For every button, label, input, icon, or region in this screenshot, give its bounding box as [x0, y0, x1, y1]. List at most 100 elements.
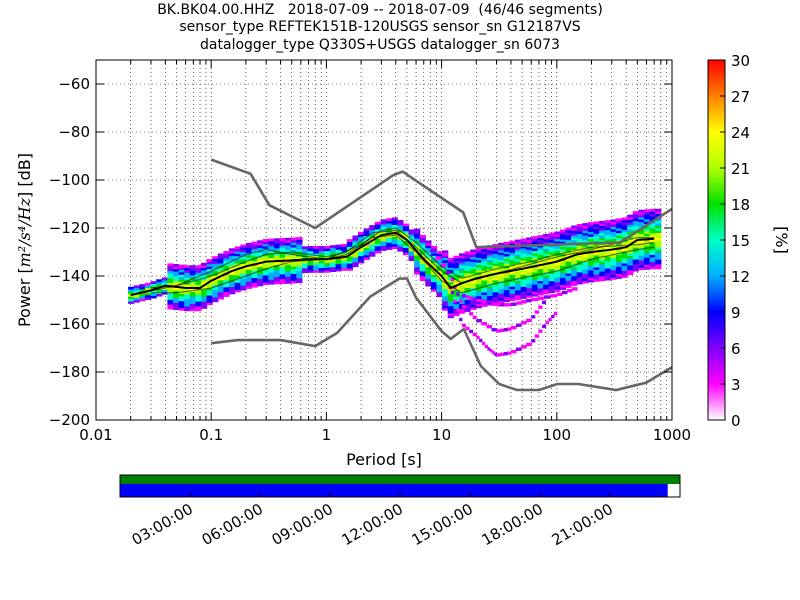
psd-cell [257, 283, 264, 287]
psd-cell [425, 242, 432, 246]
psd-cell [565, 253, 572, 257]
colorbar-tick-label: 30 [731, 52, 750, 70]
psd-cell [363, 245, 370, 248]
psd-cell [223, 279, 230, 283]
psd-cell [436, 275, 443, 278]
psd-cell [537, 271, 544, 274]
psd-cell [520, 240, 527, 244]
psd-cell [128, 296, 135, 300]
psd-outlier-cell [507, 303, 512, 307]
psd-cell [240, 287, 247, 291]
psd-cell [571, 227, 578, 231]
psd-cell [576, 267, 583, 270]
psd-cell [604, 258, 611, 262]
psd-cell [627, 214, 634, 218]
psd-cell [548, 278, 555, 282]
psd-cell [330, 266, 337, 270]
psd-cell [498, 288, 505, 292]
psd-cell [627, 248, 634, 252]
psd-cell [481, 289, 488, 293]
psd-outlier-cell [440, 263, 447, 267]
psd-cell [369, 229, 376, 233]
psd-cell [346, 263, 353, 266]
psd-cell [616, 268, 623, 272]
psd-cell [234, 272, 241, 276]
psd-cell [554, 248, 561, 252]
psd-cell [257, 278, 264, 282]
psd-cell [195, 298, 202, 302]
psd-cell [290, 237, 297, 241]
psd-cell [251, 282, 258, 286]
psd-cell [655, 225, 662, 229]
psd-cell [565, 244, 572, 248]
psd-cell [251, 253, 258, 257]
psd-cell [240, 278, 247, 281]
psd-cell [201, 294, 208, 297]
psd-cell [201, 303, 208, 307]
psd-cell [649, 228, 656, 231]
psd-cell [627, 231, 634, 235]
psd-cell [189, 303, 196, 307]
psd-cell [330, 252, 337, 256]
psd-cell [240, 282, 247, 286]
psd-cell [655, 247, 662, 250]
psd-cell [139, 293, 146, 297]
psd-cell [212, 292, 219, 295]
psd-cell [212, 287, 219, 291]
psd-cell [268, 267, 275, 271]
psd-cell [520, 260, 527, 263]
psd-cell [352, 259, 359, 263]
psd-cell [599, 220, 606, 224]
psd-cell [133, 299, 140, 303]
psd-cell [616, 237, 623, 241]
psd-cell [464, 304, 471, 307]
psd-cell [173, 307, 180, 310]
psd-cell [576, 260, 583, 263]
psd-cell [414, 243, 421, 246]
psd-cell [548, 239, 555, 243]
psd-cell [346, 241, 353, 245]
psd-cell [582, 266, 589, 270]
psd-cell [531, 279, 539, 283]
psd-cell [453, 255, 460, 259]
psd-cell [229, 277, 236, 280]
psd-cell [554, 289, 561, 292]
psd-cell [307, 267, 314, 271]
psd-cell [195, 265, 202, 268]
psd-cell [604, 236, 611, 240]
psd-cell [593, 267, 600, 270]
psd-cell [655, 223, 662, 226]
psd-cell [414, 238, 421, 241]
psd-cell [313, 253, 320, 256]
psd-cell [301, 255, 309, 259]
psd-cell [565, 258, 572, 262]
psd-percentile-curve [151, 234, 655, 294]
psd-cell [498, 283, 505, 287]
psd-cell [543, 233, 550, 237]
psd-cell [447, 260, 454, 263]
psd-cell [245, 250, 253, 253]
psd-cell [498, 252, 505, 256]
psd-outlier-cell [542, 324, 547, 329]
psd-cell [425, 269, 432, 273]
psd-cell [307, 262, 314, 266]
psd-cell [571, 235, 578, 238]
psd-cell [279, 257, 286, 260]
psd-cell [352, 257, 359, 260]
psd-cell [537, 266, 544, 270]
psd-outlier-cell [476, 335, 480, 340]
psd-cell [189, 291, 196, 295]
psd-cell [604, 224, 611, 228]
psd-cell [195, 289, 202, 292]
psd-cell [475, 305, 482, 309]
psd-cell [380, 224, 387, 227]
psd-cell [487, 271, 494, 275]
psd-cell [234, 284, 241, 288]
psd-cell [548, 235, 555, 238]
psd-cell [453, 262, 460, 266]
psd-cell [481, 272, 488, 276]
psd-cell [515, 282, 522, 286]
psd-cell [397, 244, 404, 247]
psd-cell [526, 247, 533, 250]
psd-cell [593, 271, 600, 275]
